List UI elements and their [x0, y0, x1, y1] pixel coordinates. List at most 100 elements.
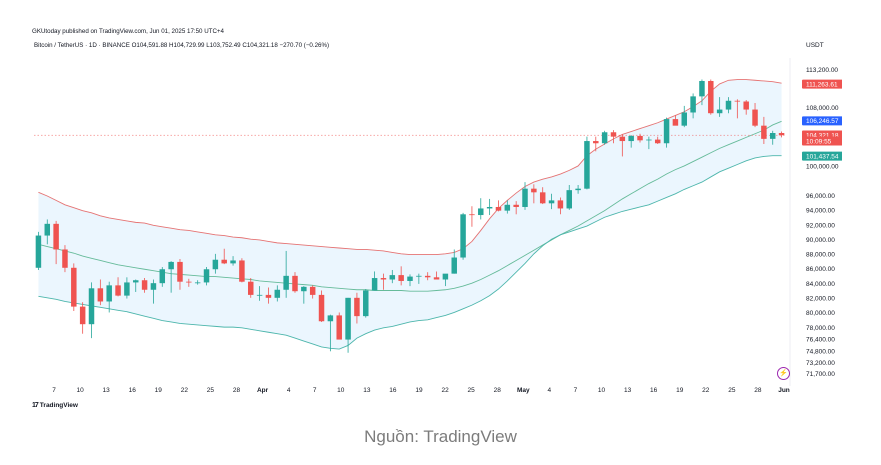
- candle-body: [371, 278, 378, 291]
- candle-body: [566, 190, 572, 209]
- candle-body: [53, 223, 59, 250]
- candle-body: [716, 109, 723, 114]
- tradingview-logo-icon: 17: [32, 402, 39, 409]
- candle-body: [708, 80, 714, 114]
- candle-body: [265, 294, 272, 298]
- bollinger-band-fill: [38, 79, 782, 350]
- bollinger-lower-line: [38, 155, 782, 350]
- y-tick-label: 113,200.00: [806, 67, 838, 74]
- candle-body: [601, 132, 608, 144]
- x-tick-label: 28: [494, 387, 502, 394]
- bollinger-upper-line: [38, 79, 782, 256]
- candle-body: [194, 282, 201, 284]
- y-tick-label: 100,000.00: [806, 164, 839, 171]
- candle-body: [646, 139, 652, 141]
- candle-body: [309, 286, 316, 295]
- candle-body: [433, 277, 440, 280]
- candle-body: [221, 259, 227, 264]
- candle-body: [734, 100, 741, 102]
- candle-body: [761, 125, 767, 139]
- x-tick-label: 25: [207, 387, 215, 394]
- price-tag-label: 10:09:55: [806, 138, 832, 145]
- candle-body: [71, 267, 77, 307]
- x-tick-label: 28: [754, 387, 762, 394]
- candle-body: [318, 294, 325, 322]
- y-tick-label: 78,000.00: [806, 325, 835, 332]
- candle-body: [610, 132, 617, 137]
- x-tick-label: 22: [702, 387, 710, 394]
- candle-body: [354, 297, 360, 317]
- x-tick-label: Jun: [778, 387, 790, 394]
- candle-body: [531, 188, 537, 193]
- x-tick-label: 4: [548, 387, 552, 394]
- candle-body: [548, 200, 555, 204]
- candle-body: [212, 259, 219, 270]
- tradingview-brand-text: TradingView: [39, 402, 78, 409]
- candlestick-chart: 113,200.00 108,000.00 100,000.00 96,000.00 9…: [34, 58, 842, 394]
- candle-body: [301, 286, 307, 292]
- published-line: GKUtoday published on TradingView.com, J…: [32, 28, 224, 35]
- candle-body: [35, 235, 42, 268]
- candle-body: [141, 280, 148, 290]
- x-tick-label: Apr: [257, 387, 269, 394]
- x-tick-label: 22: [441, 387, 449, 394]
- candle-body: [283, 275, 289, 290]
- candle-body: [389, 275, 396, 280]
- price-tag-label: 106,246.57: [806, 118, 839, 125]
- x-tick-label: 10: [598, 387, 606, 394]
- x-tick-label: 22: [181, 387, 189, 394]
- candle-body: [177, 261, 183, 282]
- price-tag-label: 104,321.18: [806, 132, 839, 139]
- y-tick-label: 84,000.00: [806, 281, 835, 288]
- candle-body: [672, 119, 679, 126]
- y-tick-label: 76,400.00: [806, 337, 835, 344]
- chart-card: GKUtoday published on TradingView.com, J…: [20, 18, 842, 416]
- price-tag: [802, 79, 842, 89]
- currency-label: USDT: [806, 42, 824, 49]
- candle-body: [132, 280, 139, 283]
- candle-body: [442, 273, 449, 280]
- x-tick-label: 16: [650, 387, 658, 394]
- candle-body: [292, 275, 298, 292]
- x-tick-label: May: [517, 387, 530, 394]
- x-tick-label: 13: [103, 387, 111, 394]
- candle-body: [478, 208, 484, 216]
- y-tick-label: 88,000.00: [806, 252, 835, 259]
- candle-body: [239, 260, 245, 282]
- candle-body: [345, 297, 351, 340]
- candle-body: [168, 261, 174, 270]
- candle-body: [486, 206, 493, 209]
- candle-body: [274, 289, 281, 298]
- candle-body: [424, 275, 431, 278]
- candle-body: [522, 188, 528, 207]
- go-to-realtime-icon[interactable]: ⚡: [777, 367, 790, 380]
- tradingview-logo: 17 TradingView: [32, 402, 78, 409]
- candle-body: [327, 315, 334, 322]
- candle-body: [513, 204, 519, 207]
- price-tag: [802, 136, 842, 146]
- candle-body: [628, 135, 634, 142]
- x-tick-label: 4: [287, 387, 291, 394]
- candle-body: [460, 214, 466, 258]
- price-tag-label: 101,437.54: [806, 153, 839, 160]
- candle-body: [363, 290, 369, 317]
- candle-body: [699, 80, 705, 97]
- ohlc-values: O104,591.88 H104,729.99 L103,752.49 C104…: [131, 42, 330, 49]
- price-tag: [802, 151, 842, 161]
- x-tick-label: 16: [129, 387, 137, 394]
- candle-body: [416, 275, 422, 277]
- candle-body: [504, 204, 511, 211]
- candle-body: [150, 283, 157, 290]
- x-tick-label: 10: [337, 387, 345, 394]
- candle-body: [495, 206, 502, 211]
- y-tick-label: 94,000.00: [806, 208, 835, 215]
- symbol-legend: Bitcoin / TetherUS · 1D · BINANCE O104,5…: [34, 42, 329, 49]
- x-tick-label: 7: [52, 387, 56, 394]
- candle-body: [769, 132, 776, 139]
- candle-body: [743, 101, 749, 110]
- candle-body: [584, 141, 590, 189]
- candle-body: [106, 285, 112, 302]
- price-tag: [802, 116, 842, 126]
- candle-body: [469, 214, 475, 216]
- x-tick-label: 25: [468, 387, 476, 394]
